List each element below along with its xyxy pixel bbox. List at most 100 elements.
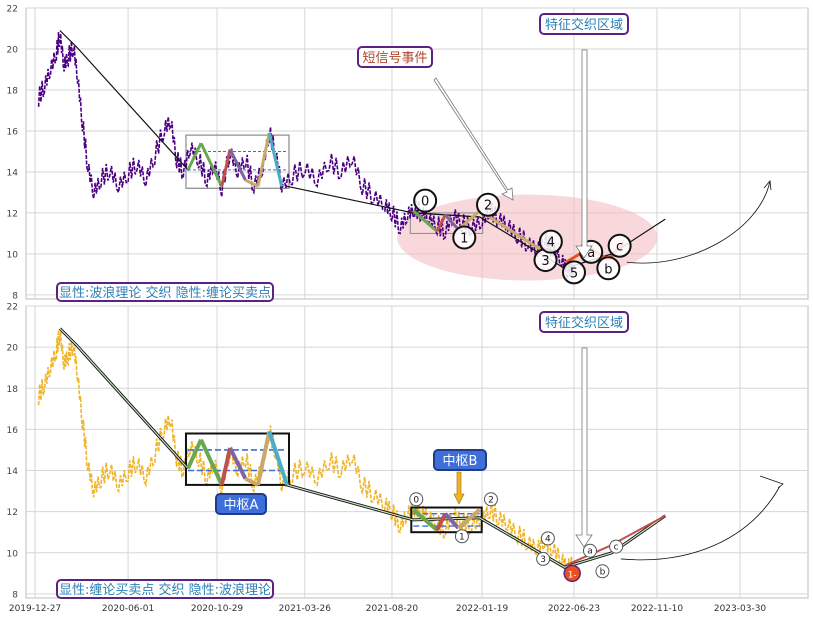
pivot-b-arrow	[453, 471, 465, 505]
wave-segment	[255, 431, 272, 486]
wave-label: 1	[459, 532, 465, 542]
projection-arrowhead	[763, 180, 772, 191]
wave-label: c	[616, 240, 623, 255]
y-tick-label: 22	[7, 303, 18, 313]
wave-segment	[478, 209, 546, 254]
wave-label: a	[587, 547, 593, 557]
y-tick-label: 8	[12, 590, 18, 600]
wave-label-circle	[607, 233, 632, 258]
wave-label: c	[614, 543, 619, 553]
buy-point-marker	[563, 564, 581, 583]
wave-segment	[443, 512, 460, 530]
legend-label-box	[56, 282, 274, 302]
trend-line-fill	[59, 328, 189, 469]
y-tick-label: 12	[7, 209, 18, 219]
x-tick-label: 2020-10-29	[191, 604, 244, 614]
y-tick-label: 18	[7, 86, 19, 96]
wave-segment	[199, 142, 224, 187]
wave-segment	[228, 446, 248, 480]
wave-label-circle	[595, 564, 610, 579]
pivot-a-label-box	[215, 493, 267, 515]
wave-segment	[267, 132, 284, 187]
wave-label: 1	[460, 232, 468, 247]
wave-label: a	[587, 246, 595, 261]
short-signal-label-box	[357, 46, 433, 68]
projection-curve	[626, 180, 771, 264]
wave-segment	[435, 214, 447, 233]
wave-label: 2	[488, 495, 494, 505]
y-tick-label: 20	[7, 45, 19, 55]
wave-label: b	[604, 262, 612, 277]
wave-segment	[457, 508, 482, 530]
y-tick-label: 16	[7, 426, 19, 436]
x-tick-label: 2021-08-20	[366, 604, 419, 614]
projection-arrowhead	[759, 475, 784, 489]
pivot-a-box	[184, 432, 290, 486]
wave-label-circle	[452, 225, 477, 250]
y-tick-label: 18	[7, 385, 19, 395]
x-tick-label: 2020-06-01	[102, 604, 154, 614]
signal-arrow	[433, 77, 514, 201]
panel-top: 810121416182022012345abc短信号事件特征交织区域显性:波浪…	[7, 5, 809, 302]
wave-segment	[444, 213, 460, 231]
wave-segment	[199, 438, 224, 486]
wave-label-circle	[582, 543, 597, 558]
wave-segment	[244, 476, 259, 487]
legend-label: 显性:缠论买卖点 交织 隐性:波浪理论	[59, 582, 271, 598]
x-tick-label: 2022-11-10	[631, 604, 684, 614]
y-tick-label: 14	[7, 168, 19, 178]
short-signal-label: 短信号事件	[362, 51, 427, 66]
wave-segment	[256, 132, 271, 187]
pivot-a-label: 中枢A	[224, 498, 259, 513]
wave-segment	[411, 508, 439, 532]
pivot-b-label: 中枢B	[443, 454, 478, 469]
wave-label: 4	[545, 534, 551, 544]
feature-region-label: 特征交织区域	[545, 17, 623, 33]
wave-label: 0	[421, 195, 429, 210]
wave-segment	[228, 148, 247, 181]
wave-segment	[244, 178, 259, 188]
y-tick-label: 10	[7, 250, 19, 260]
price-series	[37, 330, 575, 579]
wave-label: 5	[570, 266, 578, 281]
wave-label: 3	[541, 254, 549, 269]
wave-label: 3	[540, 555, 546, 565]
feature-region-label: 特征交织区域	[545, 315, 623, 331]
feature-region-label-box	[539, 13, 629, 35]
legend-label: 显性:波浪理论 交织 隐性:缠论买卖点	[59, 285, 271, 301]
wave-segment	[220, 149, 232, 187]
pivot-box	[185, 134, 290, 189]
x-tick-label: 2022-01-19	[456, 604, 509, 614]
y-tick-label: 16	[7, 127, 19, 137]
wave-label: b	[600, 567, 606, 577]
wave-label: 0	[413, 495, 419, 505]
wave-label-circle	[596, 256, 621, 281]
y-tick-label: 14	[7, 467, 19, 477]
wave-segment	[435, 512, 448, 532]
x-tick-label: 2023-03-30	[714, 604, 767, 614]
x-tick-label: 2022-06-23	[548, 604, 600, 614]
wave-label-circle	[540, 531, 555, 546]
pivot-b-label-box	[433, 449, 487, 471]
wave-label: 4	[547, 236, 555, 251]
wave-label-circle	[483, 492, 498, 507]
projection-curve	[620, 485, 781, 561]
wave-segment	[219, 447, 233, 486]
y-tick-label: 22	[7, 5, 18, 15]
y-tick-label: 12	[7, 508, 18, 518]
y-tick-label: 8	[12, 291, 18, 301]
wave-segment	[186, 142, 203, 171]
region-arrow	[575, 347, 593, 548]
plot-frame	[25, 305, 809, 599]
wave-segment	[267, 430, 289, 486]
wave-label-circle	[476, 192, 501, 217]
x-tick-label: 2019-12-27	[9, 604, 61, 614]
wave-label-circle	[538, 229, 563, 254]
legend-label-box	[56, 579, 274, 599]
wave-label-circle	[413, 188, 438, 213]
region-arrow	[575, 49, 593, 259]
wave-segment	[412, 209, 438, 233]
wave-label-circle	[609, 539, 624, 554]
